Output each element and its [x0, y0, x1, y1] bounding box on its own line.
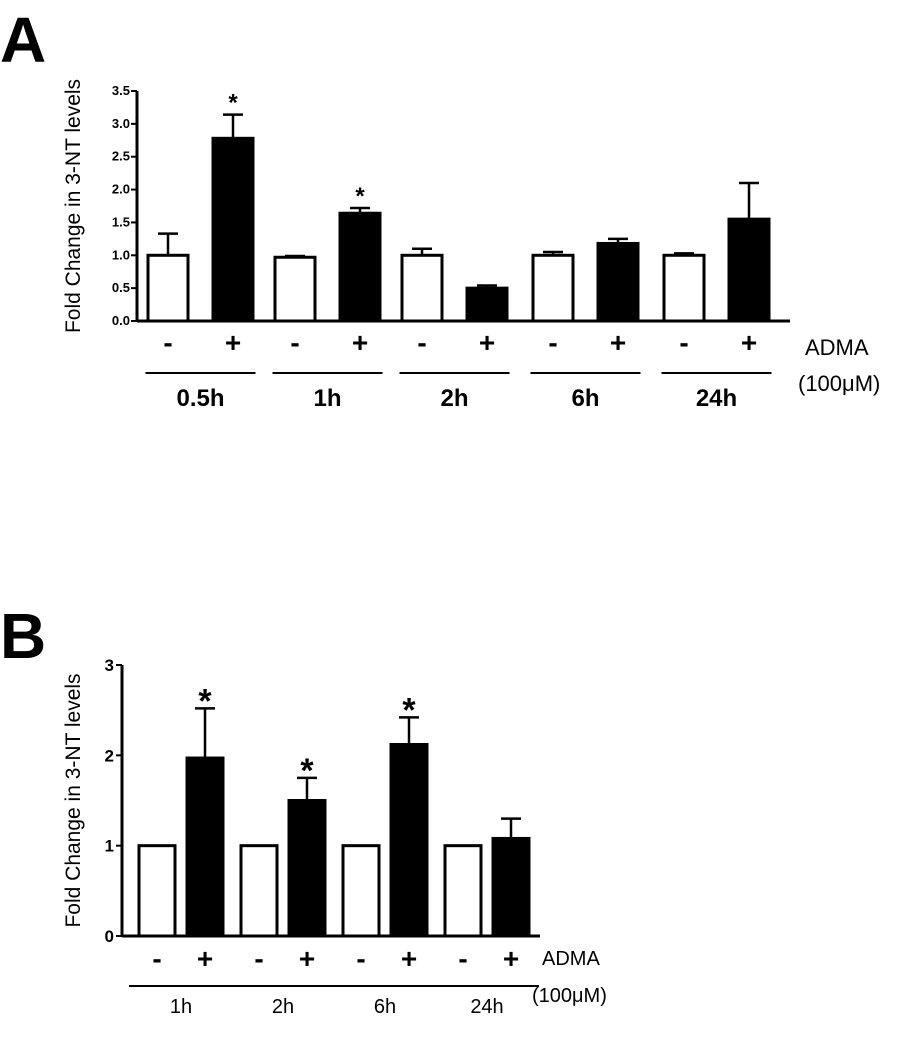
- sign-plus: +: [352, 327, 368, 358]
- bar-adma: [596, 241, 640, 323]
- y-tick-label: 3: [105, 656, 114, 675]
- sign-minus: -: [458, 943, 467, 974]
- y-tick-label: 2: [105, 746, 114, 765]
- y-tick-label: 0.0: [112, 313, 130, 328]
- chart-panel-a: Fold Change in 3-NT levels 0.0 0.5 1.0 1.5 2.…: [62, 79, 880, 412]
- y-tick-label: 1: [105, 837, 114, 856]
- sign-minus: -: [356, 943, 365, 974]
- sign-plus: +: [197, 943, 213, 974]
- bar-control: [531, 253, 575, 323]
- y-tick-label: 1.5: [112, 214, 130, 229]
- bar-adma: [389, 742, 429, 938]
- sign-plus: +: [479, 327, 495, 358]
- sign-plus: +: [610, 327, 626, 358]
- sign-plus: +: [401, 943, 417, 974]
- treatment-label: ADMA: [542, 948, 600, 970]
- group-label: 6h: [374, 996, 396, 1018]
- y-tick-label: 3.0: [112, 116, 130, 131]
- sign-minus: -: [679, 327, 688, 358]
- y-axis-label: Fold Change in 3-NT levels: [62, 673, 85, 927]
- group-label: 0.5h: [176, 385, 224, 412]
- y-tick-label: 0: [105, 927, 114, 946]
- bar-adma: [185, 756, 225, 938]
- group-label: 1h: [170, 996, 192, 1018]
- y-tick-label: 2.5: [112, 149, 130, 164]
- significance-marker: *: [228, 90, 238, 117]
- treatment-unit: (100μM): [532, 985, 607, 1007]
- bar-control: [443, 844, 483, 938]
- bar-control: [273, 255, 317, 323]
- group-label: 1h: [313, 385, 341, 412]
- chart-panel-b: Fold Change in 3-NT levels0123-*+1h-*+2h…: [62, 656, 607, 1018]
- bar-adma: [211, 136, 255, 323]
- bar-control: [239, 844, 279, 938]
- treatment-unit: (100μM): [798, 371, 880, 396]
- sign-minus: -: [548, 327, 557, 358]
- sign-minus: -: [417, 327, 426, 358]
- bar-control: [137, 844, 177, 938]
- bar-control: [662, 253, 706, 323]
- bar-adma: [727, 217, 771, 323]
- bar-adma: [287, 799, 327, 938]
- sign-minus: -: [152, 943, 161, 974]
- panel-letter-b: B: [0, 600, 46, 672]
- sign-plus: +: [225, 327, 241, 358]
- group-label: 2h: [440, 385, 468, 412]
- treatment-label: ADMA: [805, 335, 869, 360]
- sign-plus: +: [299, 943, 315, 974]
- bar-control: [341, 844, 381, 938]
- group-label: 6h: [571, 385, 599, 412]
- bar-adma: [338, 211, 382, 323]
- significance-marker: *: [198, 682, 212, 720]
- y-tick-label: 3.5: [112, 83, 130, 98]
- bar-adma: [491, 836, 531, 938]
- bar-adma: [465, 286, 509, 323]
- significance-marker: *: [355, 183, 365, 210]
- sign-plus: +: [741, 327, 757, 358]
- sign-minus: -: [163, 327, 172, 358]
- significance-marker: *: [300, 752, 314, 790]
- group-label: 24h: [470, 996, 503, 1018]
- bar-control: [146, 253, 190, 323]
- sign-minus: -: [290, 327, 299, 358]
- significance-marker: *: [402, 691, 416, 729]
- y-tick-label: 0.5: [112, 280, 130, 295]
- group-label: 2h: [272, 996, 294, 1018]
- y-tick-label: 1.0: [112, 247, 130, 262]
- y-tick-label: 2.0: [112, 182, 130, 197]
- group-label: 24h: [696, 385, 737, 412]
- panel-letter-a: A: [0, 4, 46, 76]
- y-axis-label: Fold Change in 3-NT levels: [62, 79, 85, 333]
- sign-plus: +: [503, 943, 519, 974]
- bar-control: [400, 253, 444, 323]
- sign-minus: -: [254, 943, 263, 974]
